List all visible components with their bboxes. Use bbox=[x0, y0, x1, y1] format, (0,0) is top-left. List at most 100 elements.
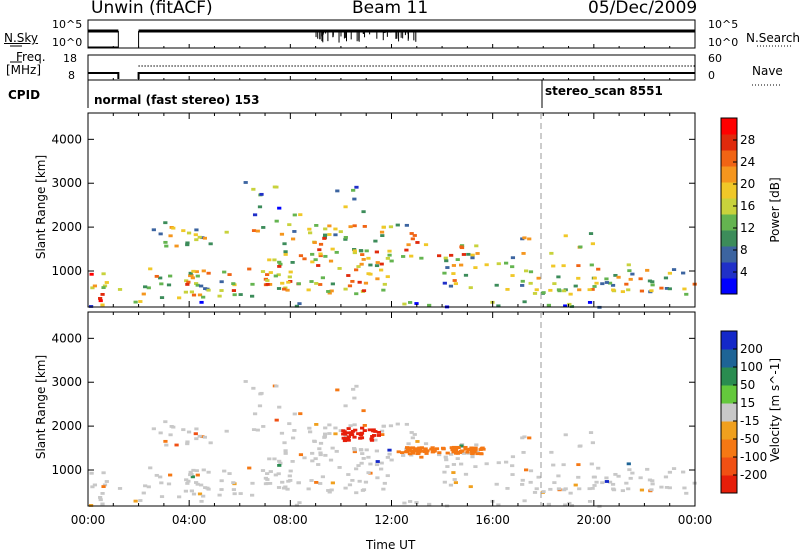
power-cell bbox=[282, 288, 286, 291]
power-cell bbox=[198, 236, 202, 239]
colorbars-group: 2824201612842001005015-15-50-100-200 bbox=[721, 118, 767, 494]
velocity-cell bbox=[464, 473, 468, 476]
power-cell bbox=[321, 276, 325, 279]
velocity-cell bbox=[348, 424, 352, 427]
power-cell bbox=[626, 288, 630, 291]
power-cell bbox=[337, 267, 341, 270]
power-cell bbox=[469, 286, 473, 289]
velocity-cell bbox=[386, 456, 390, 459]
power-cell bbox=[381, 289, 385, 292]
velocity-cell bbox=[415, 448, 419, 451]
power-cell bbox=[650, 284, 654, 287]
power-cell bbox=[360, 253, 364, 256]
velocity-cell bbox=[291, 460, 295, 463]
velocity-cell bbox=[323, 427, 327, 430]
power-cell bbox=[313, 241, 317, 244]
power-cell bbox=[310, 253, 314, 256]
power-colorbar-tick-label: 16 bbox=[740, 199, 755, 213]
power-cell bbox=[323, 255, 327, 258]
power-cell bbox=[247, 268, 251, 271]
velocity-cell bbox=[198, 435, 202, 438]
velocity-cell bbox=[314, 481, 318, 484]
power-cell bbox=[261, 226, 265, 229]
power-cell bbox=[592, 285, 596, 288]
power-cell bbox=[462, 253, 466, 256]
power-cell bbox=[168, 234, 172, 237]
velocity-cell bbox=[446, 452, 450, 455]
power-cell bbox=[163, 221, 167, 224]
x-tick-label: 00:00 bbox=[678, 513, 713, 527]
power-cell bbox=[459, 245, 463, 248]
velocity-cell bbox=[274, 385, 278, 388]
power-cell bbox=[323, 234, 327, 237]
velocity-cell bbox=[277, 460, 281, 463]
power-cell bbox=[444, 257, 448, 260]
power-cell bbox=[589, 232, 593, 235]
power-colorbar-swatch bbox=[721, 118, 737, 135]
velocity-cell bbox=[495, 483, 499, 486]
velocity-cell bbox=[360, 452, 364, 455]
power-cell bbox=[339, 230, 343, 233]
power-cell bbox=[510, 274, 514, 277]
velocity-cell bbox=[459, 463, 463, 466]
velocity-cell bbox=[479, 452, 483, 455]
power-cell bbox=[376, 261, 380, 264]
velocity-cell bbox=[261, 469, 265, 472]
velocity-cell bbox=[427, 503, 431, 506]
velocity-cell bbox=[564, 433, 568, 436]
velocity-colorbar-swatch bbox=[721, 403, 737, 422]
power-cell bbox=[314, 282, 318, 285]
velocity-cell bbox=[308, 430, 312, 433]
power-cell bbox=[291, 238, 295, 241]
power-cell bbox=[251, 188, 255, 191]
velocity-cell bbox=[327, 423, 331, 426]
velocity-cell bbox=[629, 477, 633, 480]
velocity-cell bbox=[207, 471, 211, 474]
power-cell bbox=[159, 232, 163, 235]
velocity-colorbar-tick-label: 50 bbox=[740, 378, 755, 392]
x-axis-label: Time UT bbox=[366, 538, 415, 552]
power-cell bbox=[155, 275, 159, 278]
power-cell bbox=[292, 230, 296, 233]
power-cell bbox=[475, 252, 479, 255]
power-cell bbox=[410, 232, 414, 235]
velocity-cell bbox=[379, 468, 383, 471]
velocity-colorbar-tick-label: -200 bbox=[740, 468, 767, 482]
power-cell bbox=[233, 293, 237, 296]
power-cell bbox=[190, 290, 194, 293]
velocity-cell bbox=[594, 481, 598, 484]
power-cell bbox=[174, 245, 178, 248]
velocity-cell bbox=[423, 449, 427, 452]
power-cell bbox=[682, 288, 686, 291]
power-colorbar-tick-label: 20 bbox=[740, 177, 755, 191]
power-cell bbox=[596, 268, 600, 271]
velocity-cell bbox=[529, 481, 533, 484]
velocity-cell bbox=[318, 451, 322, 454]
velocity-cell bbox=[322, 436, 326, 439]
power-cell bbox=[387, 250, 391, 253]
power-cell bbox=[524, 269, 528, 272]
velocity-cell bbox=[460, 450, 464, 453]
velocity-cell bbox=[524, 468, 528, 471]
power-cell bbox=[187, 232, 191, 235]
power-cell bbox=[101, 272, 105, 275]
power-cell bbox=[364, 282, 368, 285]
power-cell bbox=[274, 186, 278, 189]
power-cell bbox=[535, 288, 539, 291]
velocity-cell bbox=[668, 471, 672, 474]
power-cell bbox=[419, 257, 423, 260]
velocity-cell bbox=[375, 463, 379, 466]
power-cell bbox=[405, 224, 409, 227]
velocity-cell bbox=[354, 385, 358, 388]
velocity-colorbar-tick-label: 100 bbox=[740, 360, 763, 374]
velocity-cell bbox=[389, 424, 393, 427]
velocity-cell bbox=[630, 472, 634, 475]
power-cell bbox=[504, 262, 508, 265]
power-cell bbox=[522, 300, 526, 303]
power-cell bbox=[333, 228, 337, 231]
velocity-cell bbox=[171, 426, 175, 429]
power-cell bbox=[574, 285, 578, 288]
power-cell bbox=[280, 282, 284, 285]
velocity-cell bbox=[541, 490, 545, 493]
velocity-cell bbox=[408, 500, 412, 503]
